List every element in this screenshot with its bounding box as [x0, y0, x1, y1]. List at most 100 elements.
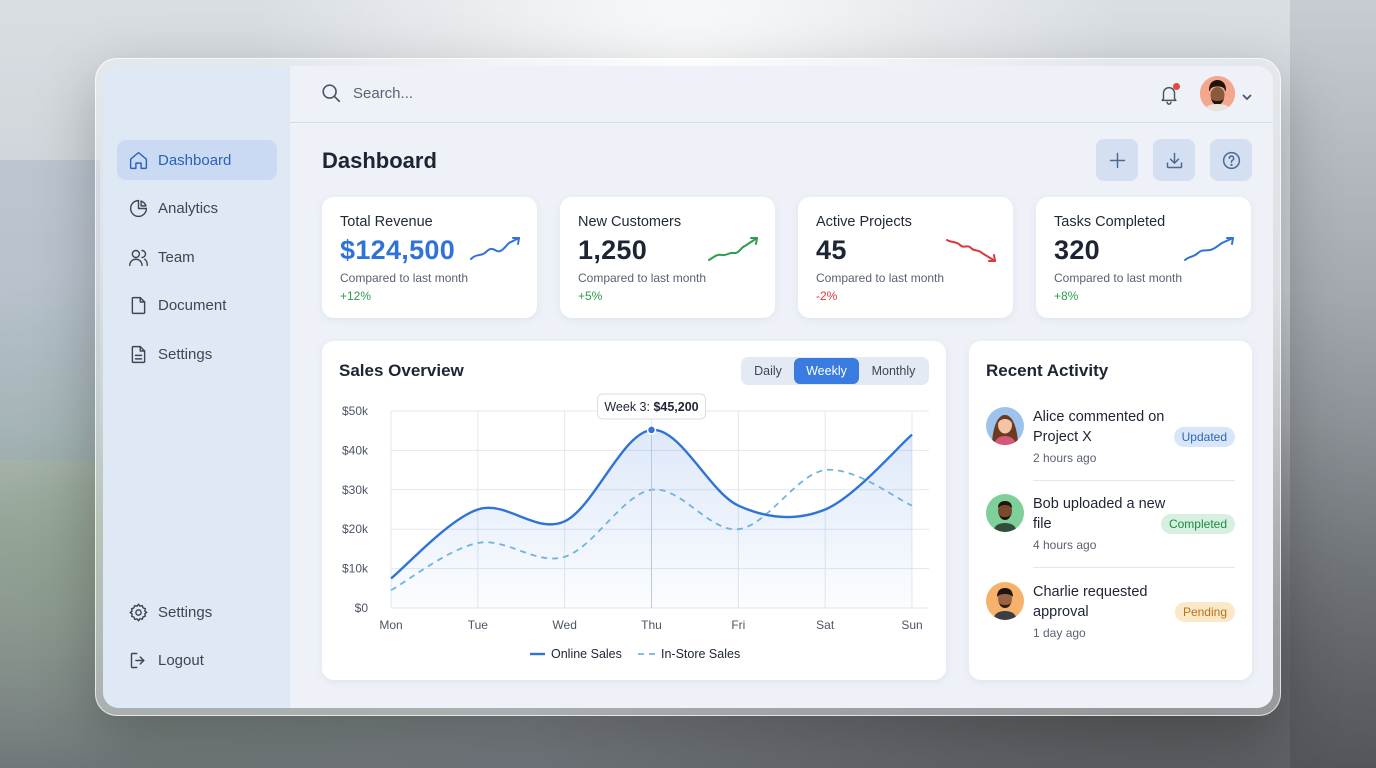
file-text-icon	[127, 343, 149, 365]
activity-time: 2 hours ago	[1033, 451, 1097, 465]
users-icon	[127, 246, 149, 268]
pie-chart-icon	[127, 198, 149, 220]
user-avatar[interactable]	[1200, 76, 1235, 111]
sidebar-nav: Dashboard Analytics Team Document	[117, 140, 277, 383]
notification-bell[interactable]	[1158, 83, 1180, 105]
background-blur	[0, 160, 100, 460]
dashboard-app: Dashboard Analytics Team Document	[103, 66, 1273, 708]
trend-down-icon	[946, 239, 996, 262]
sidebar-item-logout[interactable]: Logout	[117, 641, 277, 681]
activity-item[interactable]: Charlie requested approval 1 day ago Pen…	[986, 582, 1235, 652]
sidebar-item-team[interactable]: Team	[117, 237, 277, 277]
stat-label: Active Projects	[816, 214, 912, 230]
sidebar-item-label: Dashboard	[158, 151, 232, 169]
status-badge: Updated	[1173, 427, 1235, 447]
gear-icon	[127, 601, 149, 623]
x-tick-label: Tue	[468, 618, 489, 632]
plus-icon	[1109, 152, 1125, 168]
search-icon	[322, 84, 341, 103]
activity-text: Alice commented on Project X	[1033, 409, 1165, 445]
highlight-point	[646, 425, 657, 435]
sidebar-item-document[interactable]: Document	[117, 286, 277, 326]
stat-comparison: Compared to last month	[1054, 271, 1183, 285]
x-tick-label: Wed	[552, 618, 576, 632]
stat-delta: +5%	[578, 289, 603, 303]
bell-icon	[1161, 86, 1177, 105]
search-input[interactable]	[353, 84, 653, 102]
x-tick-label: Mon	[379, 618, 402, 632]
stat-delta: -2%	[816, 289, 838, 303]
sidebar-item-label: Settings	[158, 345, 213, 363]
card-title: Recent Activity	[986, 361, 1109, 380]
y-tick-label: $10k	[342, 562, 369, 576]
sidebar: Dashboard Analytics Team Document	[103, 66, 290, 708]
trend-up-icon	[708, 237, 758, 261]
tooltip-box	[597, 393, 706, 420]
sidebar-item-analytics[interactable]: Analytics	[117, 189, 277, 229]
page-title: Dashboard	[322, 148, 437, 173]
x-tick-label: Sat	[816, 618, 835, 632]
stat-value: $124,500	[340, 235, 456, 265]
stat-value: 1,250	[578, 235, 648, 265]
stat-label: Tasks Completed	[1054, 214, 1166, 230]
activity-text: Charlie requested approval	[1033, 584, 1148, 620]
help-button[interactable]	[1210, 139, 1252, 181]
status-badge: Completed	[1160, 514, 1235, 534]
activity-item[interactable]: Bob uploaded a new file 4 hours ago Comp…	[986, 494, 1235, 564]
sidebar-item-dashboard[interactable]: Dashboard	[117, 140, 277, 180]
background-blur	[1290, 0, 1376, 768]
sidebar-item-label: Document	[158, 297, 227, 315]
add-button[interactable]	[1096, 139, 1138, 181]
avatar	[986, 407, 1024, 445]
card-title: Sales Overview	[339, 361, 464, 380]
x-tick-label: Thu	[641, 618, 662, 632]
home-icon	[127, 149, 149, 171]
file-icon	[127, 295, 149, 317]
recent-activity-card: Recent Activity Alice commented on Proje…	[969, 341, 1252, 680]
avatar	[986, 582, 1024, 620]
activity-time: 4 hours ago	[1033, 538, 1097, 552]
trend-up-icon	[1184, 237, 1234, 261]
stat-card-active-projects[interactable]: Active Projects 45 Compared to last mont…	[798, 197, 1013, 318]
sales-overview-card: Sales Overview Daily Weekly Monthly $0 $1…	[322, 341, 946, 680]
download-button[interactable]	[1153, 139, 1195, 181]
stat-comparison: Compared to last month	[578, 271, 707, 285]
notification-dot	[1173, 83, 1180, 90]
activity-text: Bob uploaded a new file	[1033, 496, 1166, 532]
stat-comparison: Compared to last month	[340, 271, 469, 285]
divider	[1033, 567, 1235, 568]
help-icon	[1222, 151, 1240, 169]
y-tick-label: $40k	[342, 443, 369, 457]
stat-cards: Total Revenue $124,500 Compared to last …	[322, 197, 1251, 318]
period-toggle: Daily Weekly Monthly	[741, 357, 929, 385]
sidebar-bottom: Settings Logout	[117, 592, 277, 689]
header-actions	[1096, 139, 1252, 181]
chevron-down-icon[interactable]	[1241, 89, 1253, 101]
stat-value: 320	[1054, 235, 1100, 265]
activity-time: 1 day ago	[1033, 626, 1086, 640]
tab-daily[interactable]: Daily	[754, 364, 782, 378]
y-tick-label: $50k	[342, 404, 369, 418]
stat-card-new-customers[interactable]: New Customers 1,250 Compared to last mon…	[560, 197, 775, 318]
tab-weekly[interactable]: Weekly	[794, 358, 859, 384]
stat-card-total-revenue[interactable]: Total Revenue $124,500 Compared to last …	[322, 197, 537, 318]
sidebar-item-settings[interactable]: Settings	[117, 334, 277, 374]
activity-item[interactable]: Alice commented on Project X 2 hours ago…	[986, 407, 1235, 477]
sidebar-item-settings-bottom[interactable]: Settings	[117, 592, 277, 632]
tab-monthly[interactable]: Monthly	[871, 364, 916, 378]
top-bar	[290, 66, 1273, 123]
sidebar-item-label: Team	[158, 248, 195, 266]
legend-label: In-Store Sales	[661, 647, 740, 661]
y-tick-label: $20k	[342, 522, 369, 536]
stat-label: Total Revenue	[340, 214, 433, 230]
stat-delta: +12%	[340, 289, 372, 303]
stat-delta: +8%	[1054, 289, 1079, 303]
y-tick-label: $0	[355, 601, 369, 615]
stat-card-tasks-completed[interactable]: Tasks Completed 320 Compared to last mon…	[1036, 197, 1251, 318]
trend-up-icon	[470, 237, 520, 260]
stat-value: 45	[816, 235, 847, 265]
logout-icon	[127, 650, 149, 672]
download-icon	[1166, 152, 1182, 168]
sales-line-chart[interactable]: $0 $10k $20k $30k $40k $50k Mon Tue Wed Thu Fri Sat…	[322, 341, 946, 680]
search-bar	[320, 82, 653, 104]
